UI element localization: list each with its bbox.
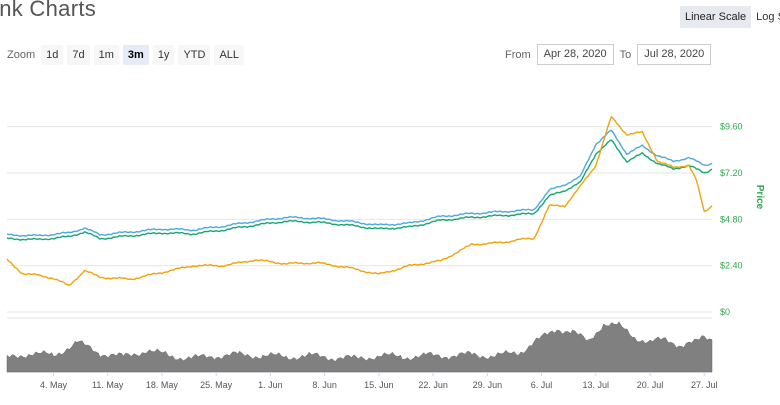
y-axis-label: Price bbox=[754, 185, 765, 210]
x-tick-label: 15. Jun bbox=[364, 380, 394, 390]
zoom-label: Zoom bbox=[7, 49, 36, 61]
zoom-1m-button[interactable]: 1m bbox=[93, 45, 119, 65]
linear-scale-button[interactable]: Linear Scale bbox=[680, 6, 752, 28]
x-tick-label: 27. Jul bbox=[691, 380, 718, 390]
x-tick-label: 8. Jun bbox=[312, 380, 337, 390]
series-lines bbox=[6, 116, 713, 286]
y-tick-label: $2.40 bbox=[720, 261, 743, 271]
date-range: From Apr 28, 2020 To Jul 28, 2020 bbox=[505, 44, 717, 65]
log-scale-button[interactable]: Log Sc bbox=[756, 11, 780, 23]
x-tick-label: 1. Jun bbox=[258, 380, 283, 390]
y-tick-label: $7.20 bbox=[720, 168, 743, 178]
x-axis-ticks: 4. May 11. May 18. May 25. May 1. Jun 8. Jun 1… bbox=[40, 372, 718, 390]
x-tick-label: 20. Jul bbox=[637, 380, 664, 390]
y-tick-label: $0 bbox=[720, 307, 730, 317]
zoom-ytd-button[interactable]: YTD bbox=[178, 45, 211, 65]
x-tick-label: 13. Jul bbox=[583, 380, 610, 390]
x-tick-label: 22. Jun bbox=[418, 380, 448, 390]
zoom-7d-button[interactable]: 7d bbox=[67, 45, 90, 65]
series-line-orange bbox=[6, 116, 713, 286]
page-title: ink Charts bbox=[0, 0, 97, 21]
to-date-input[interactable]: Jul 28, 2020 bbox=[637, 44, 712, 65]
series-line-blue bbox=[6, 129, 713, 237]
x-tick-label: 25. May bbox=[200, 380, 233, 390]
zoom-controls: Zoom 1d 7d 1m 3m 1y YTD ALL bbox=[7, 45, 248, 65]
y-axis-ticks: $0 $2.40 $4.80 $7.20 $9.60 bbox=[720, 122, 743, 317]
scale-switch: Linear Scale Log Sc bbox=[680, 6, 780, 28]
from-label: From bbox=[505, 48, 531, 61]
volume-area-group bbox=[6, 321, 713, 373]
x-tick-label: 29. Jun bbox=[473, 380, 503, 390]
x-tick-label: 18. May bbox=[146, 380, 179, 390]
series-line-green bbox=[6, 139, 713, 241]
to-label: To bbox=[619, 48, 632, 61]
y-tick-label: $4.80 bbox=[720, 214, 743, 224]
zoom-1y-button[interactable]: 1y bbox=[152, 45, 175, 65]
volume-area bbox=[6, 321, 713, 373]
x-tick-label: 4. May bbox=[40, 380, 68, 390]
y-tick-label: $9.60 bbox=[720, 122, 743, 132]
zoom-1d-button[interactable]: 1d bbox=[41, 45, 64, 65]
x-tick-label: 11. May bbox=[92, 380, 124, 390]
x-tick-label: 6. Jul bbox=[531, 380, 553, 390]
zoom-3m-button[interactable]: 3m bbox=[122, 45, 149, 65]
zoom-all-button[interactable]: ALL bbox=[214, 45, 245, 65]
from-date-input[interactable]: Apr 28, 2020 bbox=[536, 44, 614, 65]
